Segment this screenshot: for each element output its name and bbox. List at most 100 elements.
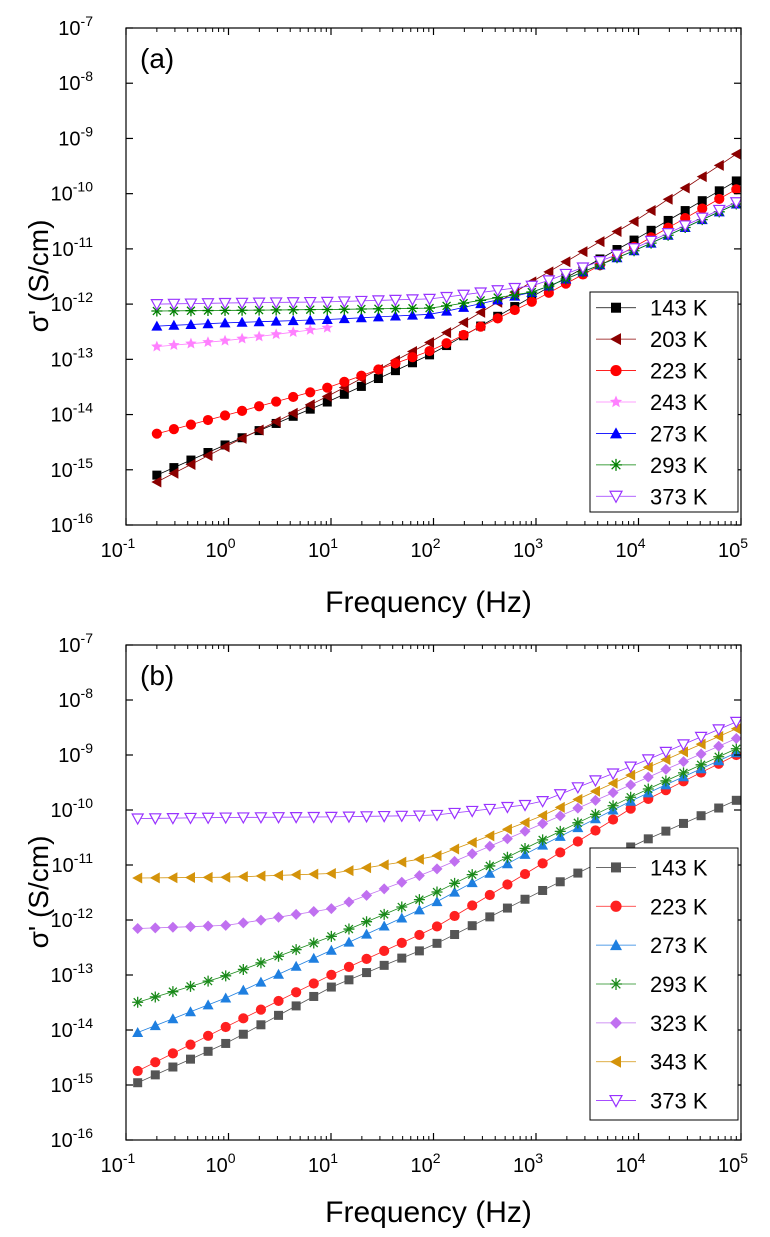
data-point (287, 326, 299, 337)
data-point (361, 862, 372, 874)
data-point (492, 313, 503, 324)
data-point (343, 923, 355, 935)
data-point (220, 970, 232, 982)
data-point (642, 783, 654, 795)
data-point (396, 876, 408, 888)
x-tick-label: 104 (615, 535, 645, 562)
data-point (424, 345, 435, 357)
data-point (305, 387, 316, 398)
x-tick-label: 102 (410, 1150, 440, 1177)
data-point (713, 751, 725, 763)
data-point (236, 405, 248, 416)
data-point (237, 984, 249, 995)
chart-panel-b: 10-1 100 101 102 103 104 105 10-16 10-15 10-14 10-… (23, 630, 748, 1229)
data-point (571, 782, 585, 795)
data-point (629, 235, 639, 245)
data-point (414, 929, 425, 941)
data-point (166, 813, 180, 825)
data-point (388, 294, 402, 307)
data-point (483, 803, 497, 816)
data-point (167, 298, 181, 311)
x-tick-label: 10-1 (101, 1150, 136, 1177)
data-point (326, 982, 336, 992)
data-point (355, 303, 367, 315)
data-point (307, 811, 321, 824)
data-point (572, 793, 583, 805)
legend-label: 143 K (650, 296, 708, 321)
data-point (537, 818, 549, 830)
data-point (151, 476, 162, 488)
data-point (537, 858, 548, 869)
data-point (184, 298, 198, 311)
data-point (677, 746, 688, 758)
data-point (202, 414, 214, 426)
data-point (577, 246, 588, 258)
data-point (270, 328, 282, 340)
legend-label: 223 K (650, 359, 708, 384)
data-point (449, 910, 460, 922)
data-point (321, 321, 333, 333)
data-point (395, 810, 409, 823)
data-point (378, 859, 389, 871)
data-point (645, 205, 656, 217)
legend-marker (610, 458, 622, 471)
data-point (286, 297, 300, 309)
data-point (730, 723, 741, 735)
data-point (676, 739, 691, 752)
x-tick-label: 101 (308, 535, 338, 562)
legend-label: 143 K (650, 855, 708, 880)
data-point (202, 336, 214, 348)
data-point (309, 991, 319, 1001)
data-point (150, 1070, 160, 1080)
legend-label: 273 K (650, 933, 708, 958)
x-tick-label: 102 (410, 535, 440, 562)
data-point (430, 809, 444, 822)
data-point (526, 296, 537, 307)
data-point (559, 268, 573, 281)
data-point (151, 428, 162, 439)
data-point (202, 975, 214, 987)
data-point (519, 825, 531, 837)
data-point (413, 853, 424, 865)
legend-label: 293 K (650, 972, 708, 997)
data-point (607, 800, 619, 812)
data-point (572, 802, 584, 814)
data-point (203, 1046, 213, 1056)
data-point (509, 289, 521, 301)
data-point (167, 872, 178, 884)
data-point (290, 869, 301, 881)
legend-marker (609, 395, 623, 408)
data-point (714, 193, 725, 205)
data-point (168, 1062, 178, 1072)
data-point (501, 823, 512, 835)
data-point (449, 877, 461, 889)
data-point (202, 920, 214, 932)
data-point (712, 204, 726, 217)
data-point (458, 297, 470, 309)
data-point (414, 946, 424, 956)
data-point (273, 968, 285, 979)
data-point (730, 732, 741, 744)
data-point (288, 391, 299, 403)
y-tick-label: 10-8 (58, 685, 93, 712)
data-point (501, 851, 513, 863)
data-point (628, 215, 639, 227)
chart-panel-a: 10-1 100 101 102 103 104 105 10-16 10-15 10-14 10-… (23, 13, 748, 619)
data-point (390, 366, 400, 376)
data-point (695, 748, 707, 760)
data-point (291, 1001, 301, 1011)
data-point (660, 775, 672, 787)
data-point (148, 813, 162, 826)
data-point (431, 863, 443, 875)
data-point (560, 256, 571, 268)
data-point (132, 872, 143, 884)
data-point (642, 761, 653, 773)
data-point (235, 297, 249, 310)
y-tick-label: 10-15 (51, 1070, 94, 1097)
data-point (449, 855, 461, 867)
y-tick-label: 10-8 (58, 68, 93, 95)
data-point (484, 867, 496, 878)
x-tick-label: 103 (513, 1150, 543, 1177)
data-point (431, 896, 443, 907)
